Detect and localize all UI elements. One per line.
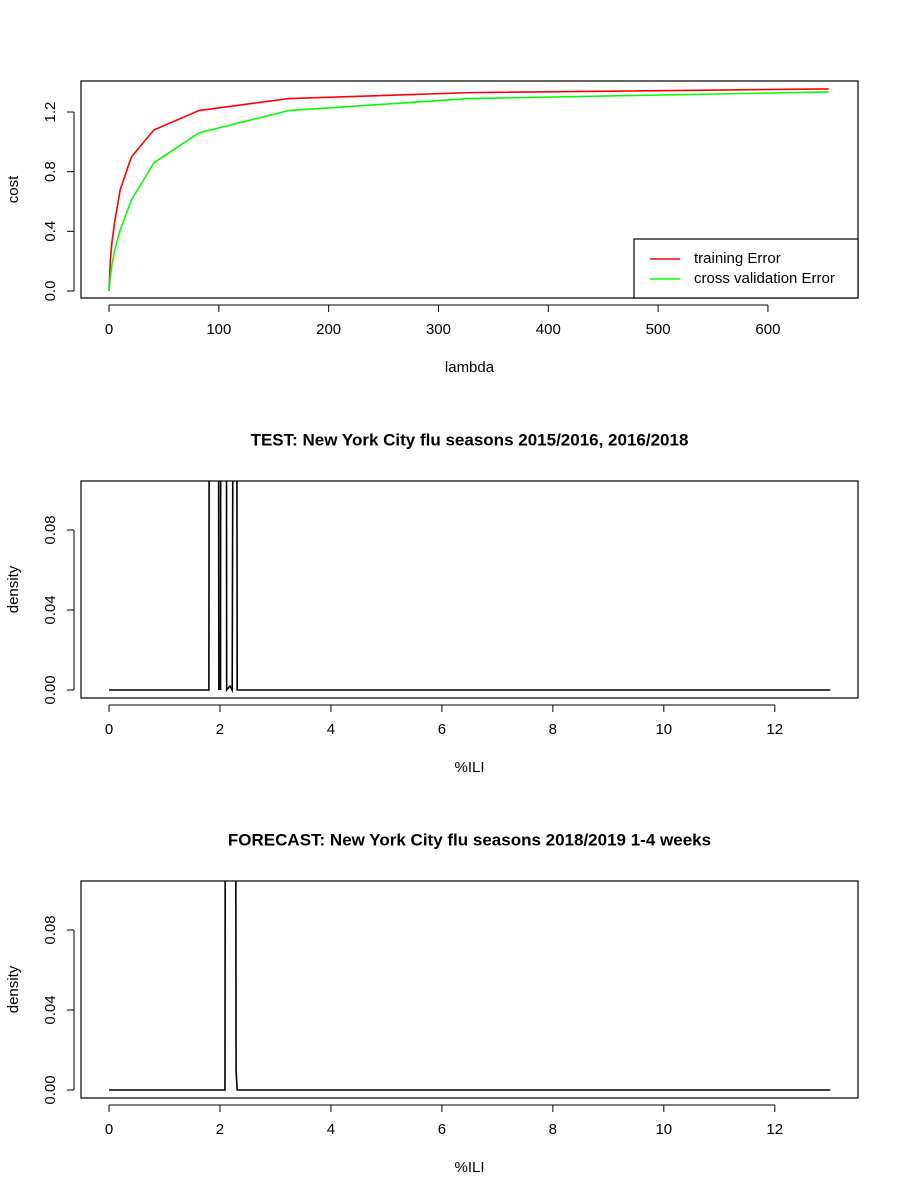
chart-panel: FORECAST: New York City flu seasons 2018… bbox=[5, 830, 859, 1176]
x-tick-label: 10 bbox=[655, 1121, 672, 1138]
x-tick-label: 0 bbox=[105, 1121, 113, 1138]
y-tick-label: 0.04 bbox=[42, 995, 59, 1024]
plot-frame bbox=[80, 80, 859, 299]
legend-box bbox=[633, 238, 859, 299]
x-axis-label: %ILI bbox=[454, 759, 484, 776]
y-tick-label: 0.00 bbox=[42, 675, 59, 704]
x-tick-label: 100 bbox=[206, 321, 231, 338]
y-tick-label: 1.2 bbox=[42, 102, 59, 123]
x-tick-label: 0 bbox=[105, 321, 113, 338]
chart-title: TEST: New York City flu seasons 2015/201… bbox=[251, 430, 689, 449]
chart-panel: TEST: New York City flu seasons 2015/201… bbox=[5, 430, 859, 776]
x-tick-label: 200 bbox=[316, 321, 341, 338]
x-tick-label: 4 bbox=[327, 1121, 335, 1138]
x-axis-label: %ILI bbox=[454, 1159, 484, 1176]
x-tick-label: 2 bbox=[216, 1121, 224, 1138]
x-tick-label: 600 bbox=[755, 321, 780, 338]
y-axis-label: density bbox=[5, 965, 22, 1013]
data-line bbox=[109, 881, 831, 1091]
x-axis-label: lambda bbox=[445, 359, 495, 376]
x-tick-label: 12 bbox=[766, 721, 783, 738]
x-tick-label: 0 bbox=[105, 721, 113, 738]
y-tick-label: 0.04 bbox=[42, 595, 59, 624]
chart-title: FORECAST: New York City flu seasons 2018… bbox=[228, 830, 711, 849]
y-tick-label: 0.0 bbox=[42, 281, 59, 302]
y-axis-label: density bbox=[5, 565, 22, 613]
plot-frame bbox=[80, 880, 859, 1099]
x-tick-label: 500 bbox=[646, 321, 671, 338]
x-tick-label: 6 bbox=[438, 1121, 446, 1138]
x-tick-label: 2 bbox=[216, 721, 224, 738]
y-tick-label: 0.00 bbox=[42, 1075, 59, 1104]
y-axis-label: cost bbox=[5, 175, 22, 203]
x-tick-label: 4 bbox=[327, 721, 335, 738]
y-tick-label: 0.4 bbox=[42, 221, 59, 242]
x-tick-label: 400 bbox=[536, 321, 561, 338]
legend-label: training Error bbox=[694, 250, 781, 267]
plot-frame bbox=[80, 480, 859, 699]
y-tick-label: 0.08 bbox=[42, 915, 59, 944]
x-tick-label: 6 bbox=[438, 721, 446, 738]
x-tick-label: 8 bbox=[549, 1121, 557, 1138]
chart-panel: lambda cost 0 100 200 300 400 500 600 0.0 0.4 0.8 1.… bbox=[5, 80, 859, 376]
data-line bbox=[109, 481, 831, 694]
x-tick-label: 300 bbox=[426, 321, 451, 338]
data-line bbox=[108, 88, 829, 292]
x-tick-label: 10 bbox=[655, 721, 672, 738]
data-line bbox=[108, 91, 829, 292]
y-tick-label: 0.08 bbox=[42, 515, 59, 544]
y-tick-label: 0.8 bbox=[42, 161, 59, 182]
x-tick-label: 8 bbox=[549, 721, 557, 738]
legend-label: cross validation Error bbox=[694, 270, 835, 287]
x-tick-label: 12 bbox=[766, 1121, 783, 1138]
